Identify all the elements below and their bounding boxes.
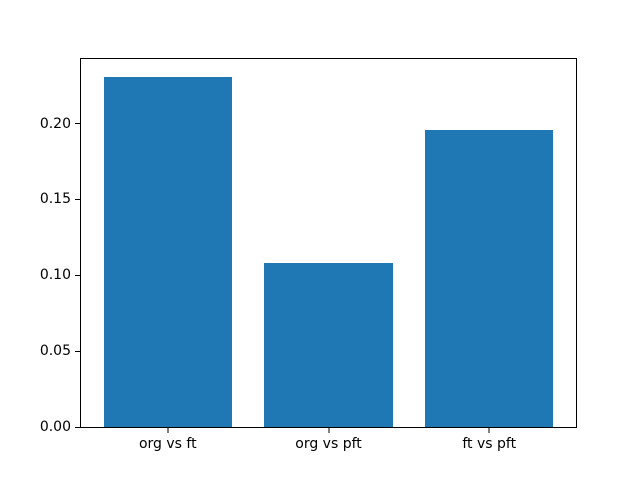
x-tick-mark	[328, 428, 329, 433]
y-tick-mark	[75, 123, 80, 125]
x-tick-label: org vs pft	[295, 436, 362, 452]
y-tick-label: 0.10	[39, 267, 71, 284]
x-tick-mark	[488, 428, 490, 433]
y-tick-mark	[75, 350, 80, 352]
y-tick-mark	[75, 198, 80, 200]
x-tick-mark	[167, 428, 169, 433]
bar-org-vs-pft	[264, 263, 393, 427]
bar-ft-vs-pft	[424, 129, 554, 427]
bar-org-vs-ft	[103, 76, 233, 427]
y-tick-mark	[75, 426, 80, 428]
x-tick-label: org vs ft	[138, 436, 197, 452]
y-tick-label: 0.15	[39, 191, 71, 208]
plot-area: org vs ft org vs pft ft vs pft 0.00 0.05 0.10…	[40, 58, 577, 452]
y-tick-mark	[75, 274, 80, 276]
x-tick-label: ft vs pft	[462, 436, 517, 452]
y-tick-label: 0.20	[39, 115, 71, 132]
y-tick-label: 0.05	[39, 343, 71, 360]
y-tick-label: 0.00	[39, 419, 71, 435]
